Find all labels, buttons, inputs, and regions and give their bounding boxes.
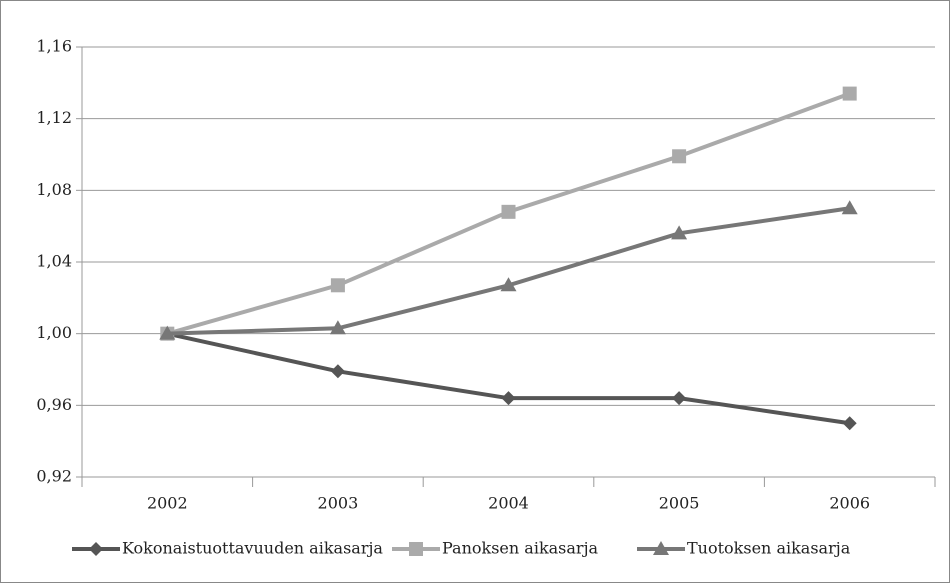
marker — [330, 278, 345, 293]
marker — [842, 86, 857, 101]
marker — [329, 320, 346, 335]
marker — [653, 541, 669, 555]
marker — [841, 200, 858, 215]
marker — [89, 542, 103, 556]
marker — [501, 391, 516, 406]
legend-label: Tuotoksen aikasarja — [687, 539, 851, 558]
y-tick-label: 1,12 — [36, 108, 72, 127]
marker — [672, 391, 687, 406]
x-tick-label: 2005 — [659, 494, 700, 513]
marker — [330, 364, 345, 379]
legend-label: Panoksen aikasarja — [442, 539, 599, 558]
marker — [501, 204, 516, 219]
x-tick-label: 2002 — [147, 494, 188, 513]
x-tick-label: 2003 — [318, 494, 359, 513]
marker — [672, 149, 687, 164]
y-tick-label: 1,08 — [36, 180, 72, 199]
x-tick-label: 2004 — [488, 494, 529, 513]
y-tick-label: 1,16 — [36, 37, 72, 56]
marker — [409, 542, 423, 556]
y-tick-label: 1,04 — [36, 252, 72, 271]
marker — [842, 416, 857, 431]
legend-label: Kokonaistuottavuuden aikasarja — [122, 539, 383, 558]
marker — [500, 277, 517, 292]
marker — [671, 225, 688, 240]
x-tick-label: 2006 — [829, 494, 870, 513]
y-tick-label: 0,96 — [36, 395, 72, 414]
marker — [159, 325, 176, 340]
y-tick-label: 1,00 — [36, 323, 72, 342]
y-tick-label: 0,92 — [36, 467, 72, 486]
